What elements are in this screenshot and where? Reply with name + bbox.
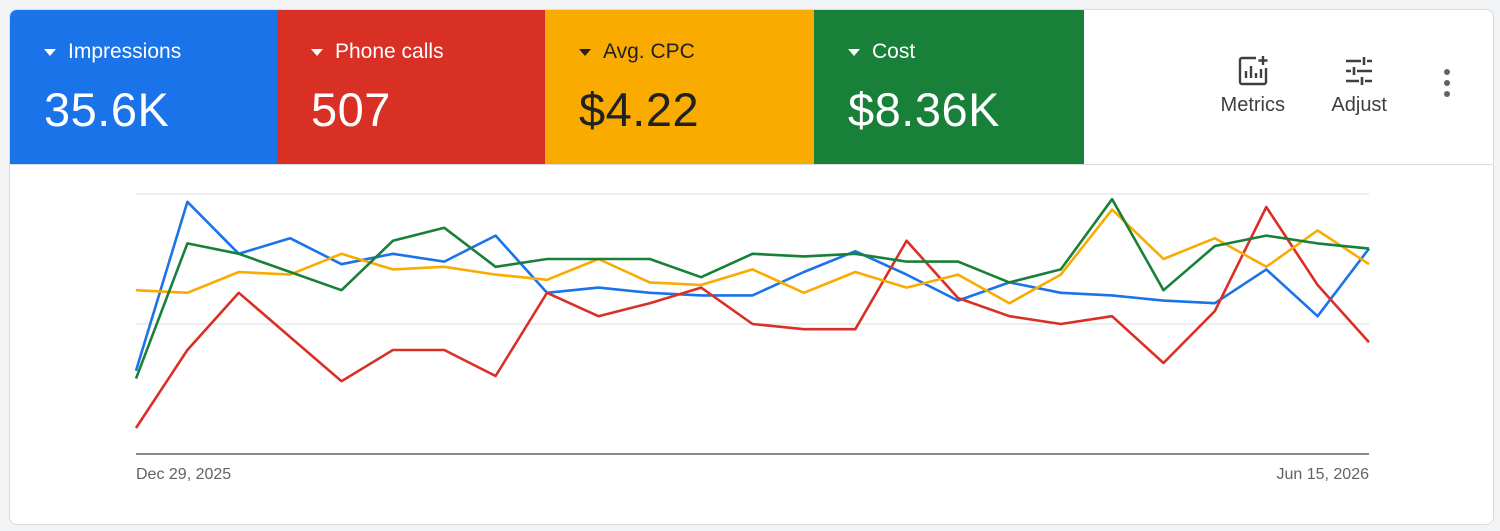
series-line-impressions <box>134 200 1371 372</box>
more-vert-icon <box>1444 69 1450 97</box>
metric-label: Avg. CPC <box>603 40 695 63</box>
metric-label: Phone calls <box>335 40 444 63</box>
metric-tile-impressions[interactable]: Impressions 35.6K <box>10 10 277 164</box>
adjust-button[interactable]: Adjust <box>1331 54 1387 117</box>
x-axis-end-label: Jun 15, 2026 <box>1276 466 1369 483</box>
series-line-avg-cpc <box>135 208 1370 305</box>
metrics-button-label: Metrics <box>1220 94 1285 116</box>
chart-grid <box>136 193 1369 325</box>
caret-down-icon <box>848 48 860 56</box>
metric-label-container: Phone calls <box>311 40 444 64</box>
metric-value: 507 <box>311 83 391 136</box>
metric-label-container: Avg. CPC <box>579 40 695 64</box>
line-chart-svg: Dec 29, 2025 Jun 15, 2026 <box>134 193 1371 483</box>
series-line-phone-calls <box>134 205 1370 429</box>
metric-tile-cost[interactable]: Cost $8.36K <box>814 10 1084 164</box>
adjust-button-label: Adjust <box>1331 94 1387 116</box>
caret-down-icon <box>311 48 323 56</box>
add-chart-icon <box>1238 56 1268 86</box>
metric-label-container: Impressions <box>44 40 181 64</box>
more-options-button[interactable] <box>1432 68 1462 108</box>
metric-tile-avg-cpc[interactable]: Avg. CPC $4.22 <box>545 10 814 164</box>
metric-tiles-row: Impressions 35.6K Phone calls 507 Avg. C… <box>10 10 1493 165</box>
x-axis-start-label: Dec 29, 2025 <box>136 466 231 483</box>
line-chart: Dec 29, 2025 Jun 15, 2026 <box>10 165 1493 524</box>
metric-label: Impressions <box>68 40 182 63</box>
caret-down-icon <box>44 48 56 56</box>
metric-value: $4.22 <box>579 83 700 136</box>
tune-sliders-icon <box>1346 57 1373 85</box>
caret-down-icon <box>579 48 591 56</box>
metric-tile-phone-calls[interactable]: Phone calls 507 <box>277 10 545 164</box>
metric-label-container: Cost <box>848 40 915 64</box>
metric-value: 35.6K <box>44 83 170 136</box>
metric-label: Cost <box>872 40 916 63</box>
chart-series <box>134 197 1371 429</box>
performance-card: Impressions 35.6K Phone calls 507 Avg. C… <box>9 9 1494 525</box>
metrics-button[interactable]: Metrics <box>1221 54 1285 117</box>
series-line-cost <box>134 197 1370 380</box>
metric-value: $8.36K <box>848 83 1000 136</box>
